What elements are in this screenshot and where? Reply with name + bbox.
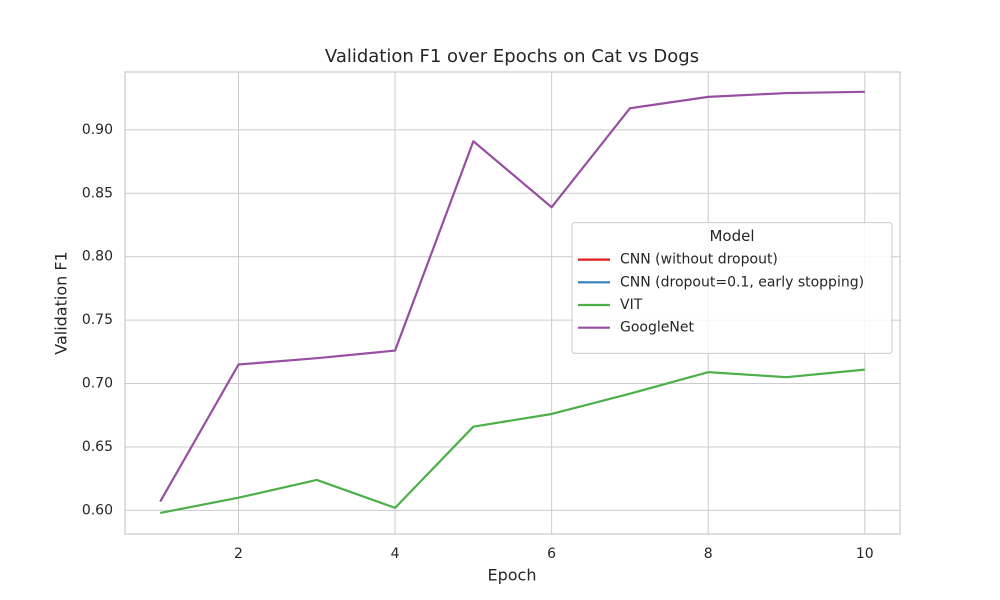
y-tick-label: 0.75: [82, 312, 113, 328]
legend-label: CNN (without dropout): [620, 252, 778, 268]
y-tick-label: 0.65: [82, 439, 113, 455]
legend-label: VIT: [620, 297, 643, 313]
y-tick-label: 0.80: [82, 249, 113, 265]
chart-title: Validation F1 over Epochs on Cat vs Dogs: [325, 46, 699, 67]
x-axis-label: Epoch: [488, 566, 537, 585]
legend-label: GoogleNet: [620, 320, 694, 336]
y-tick-label: 0.60: [82, 502, 113, 518]
line-series: [159, 90, 865, 503]
y-tick-label: 0.90: [82, 122, 113, 138]
legend-title: Model: [709, 227, 754, 245]
x-tick-label: 6: [547, 546, 556, 562]
line-series: [160, 368, 865, 515]
plot-frame: [124, 71, 901, 535]
legend-label: CNN (dropout=0.1, early stopping): [620, 274, 864, 290]
x-tick-label: 4: [391, 546, 400, 562]
legend-box: [571, 222, 893, 354]
y-tick-label: 0.85: [82, 185, 113, 201]
x-tick-label: 8: [704, 546, 713, 562]
y-axis-label: Validation F1: [52, 251, 71, 354]
legend: Model CNN (without dropout) CNN (dropout=0…: [571, 222, 893, 354]
y-tick-label: 0.70: [82, 376, 113, 392]
x-tick-label: 2: [234, 546, 243, 562]
x-tick-label: 10: [856, 546, 874, 562]
